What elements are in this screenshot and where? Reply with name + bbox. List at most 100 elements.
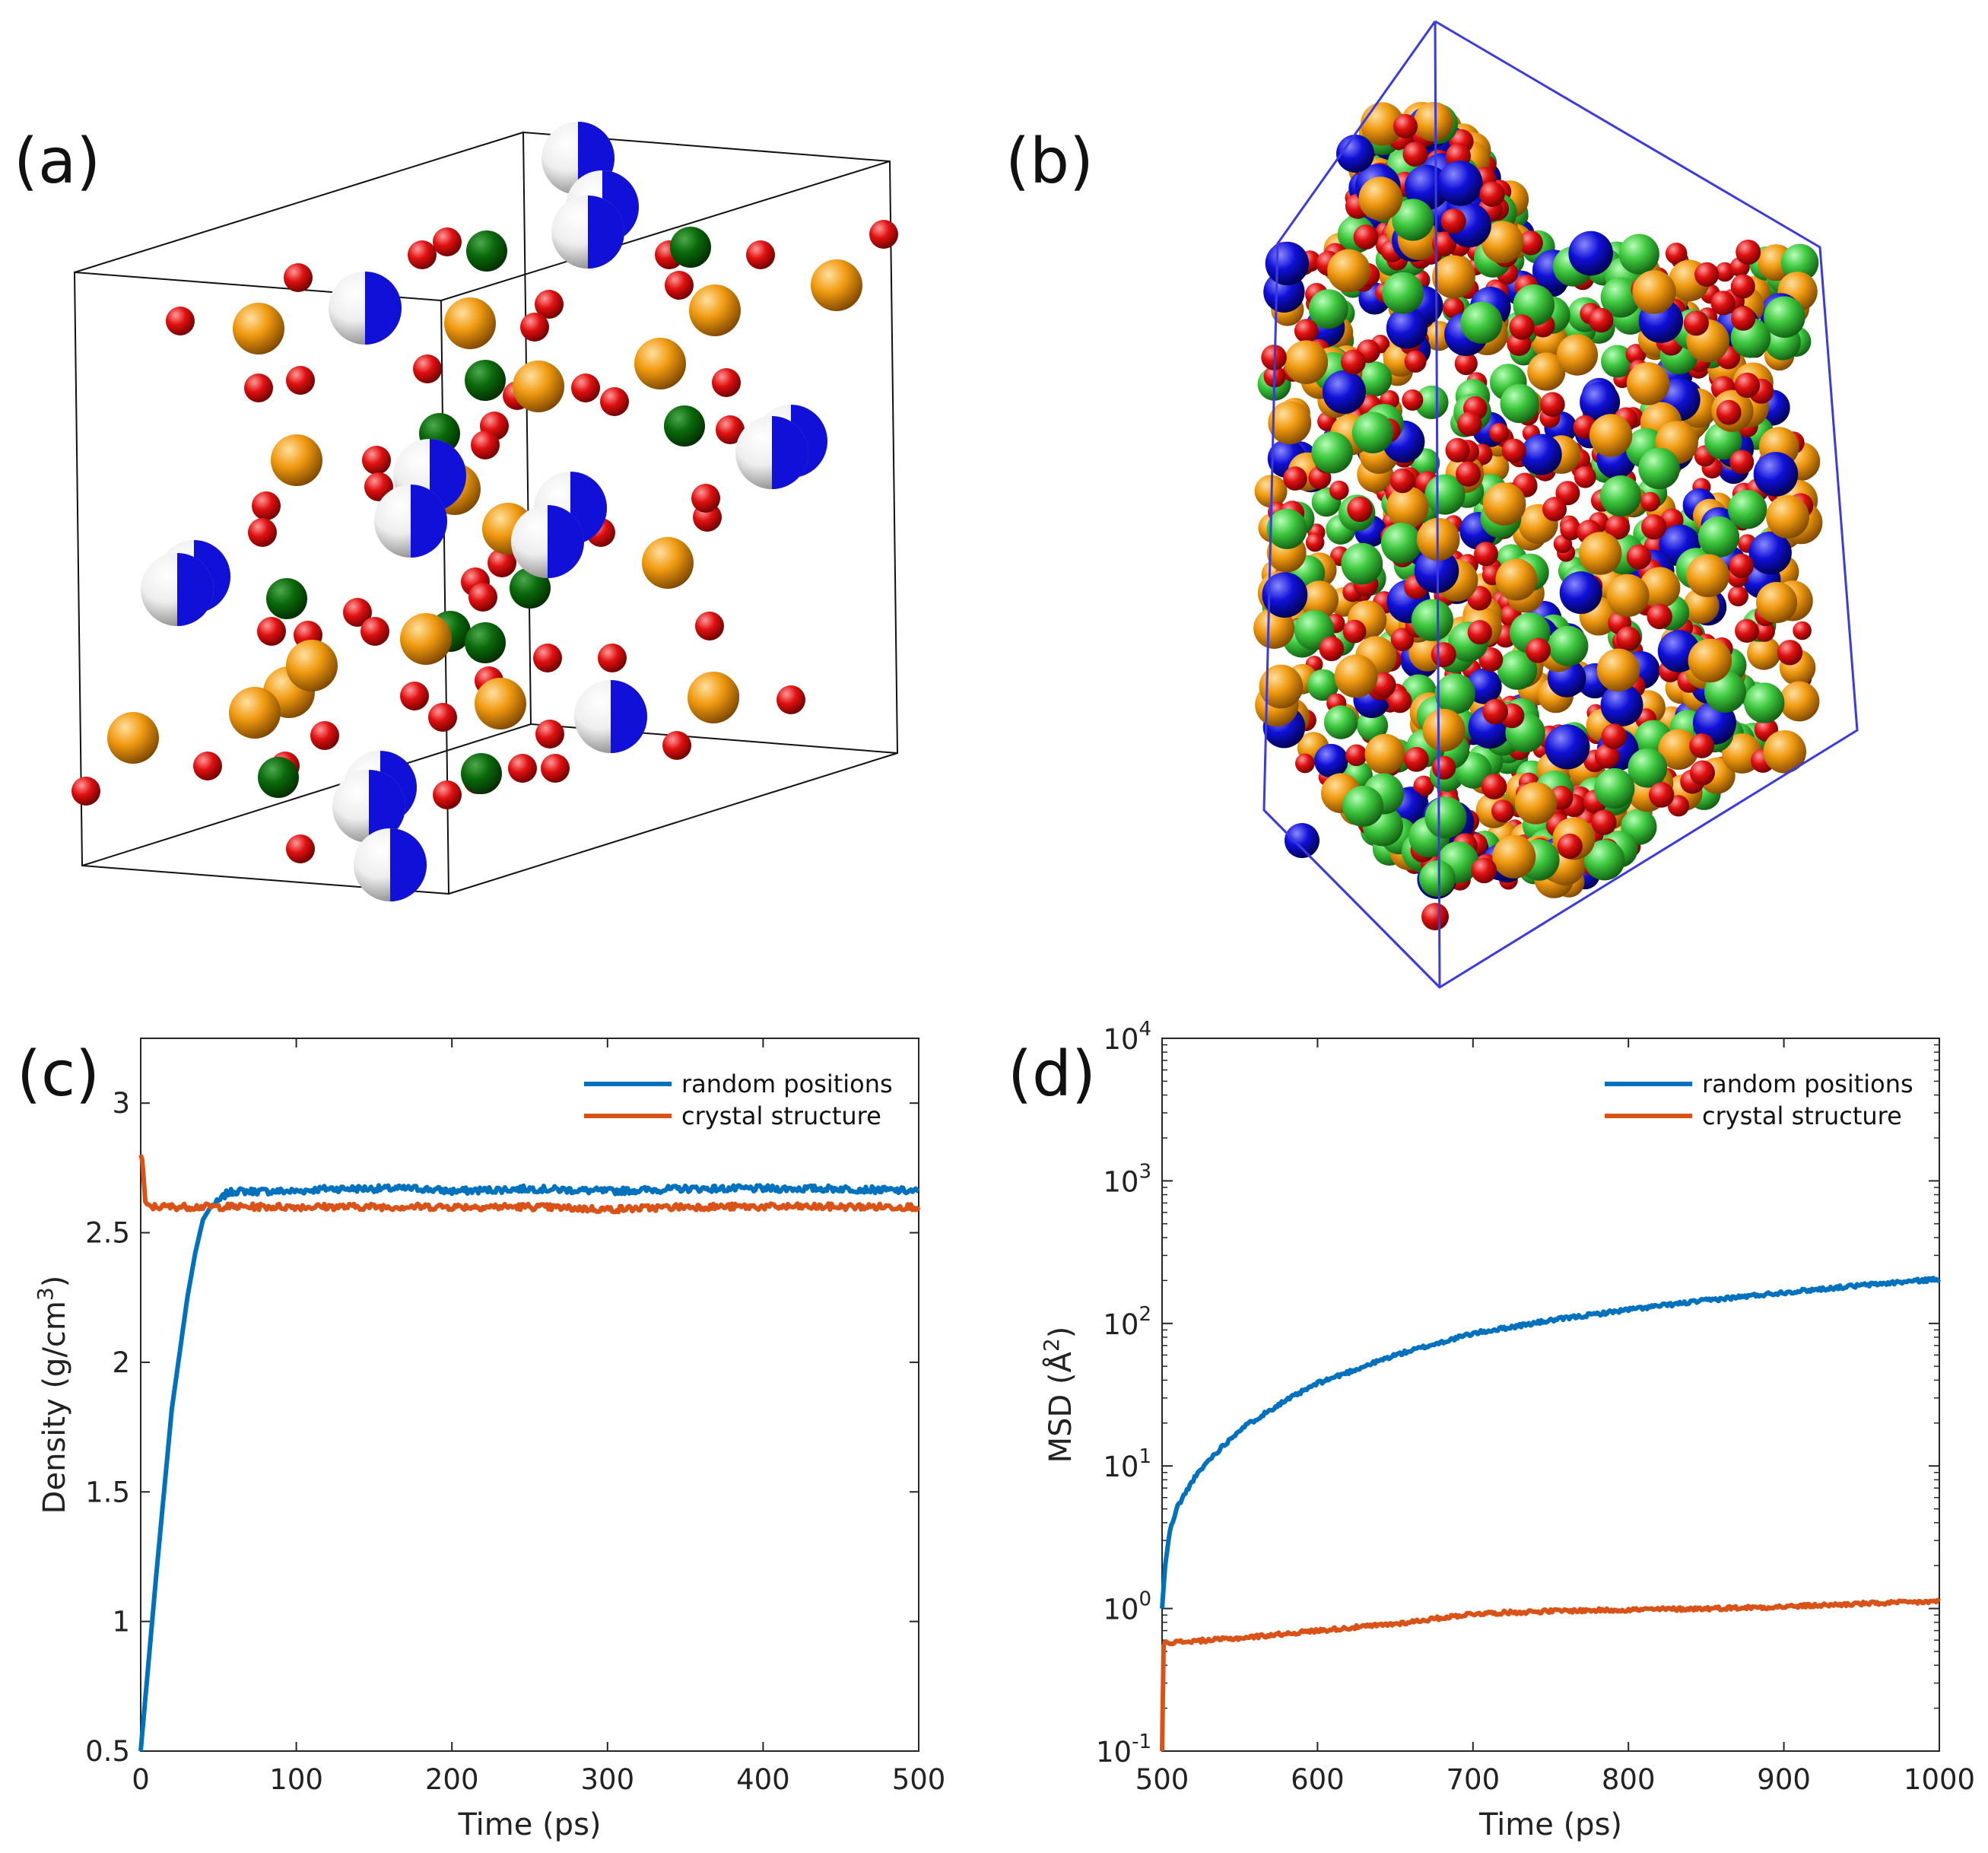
y-axis-label: MSD (Å2) [1039, 1327, 1078, 1464]
atom-red [1555, 481, 1580, 506]
atom-red [1467, 620, 1492, 645]
atom-orange [1686, 554, 1730, 597]
atom-red [487, 548, 516, 577]
x-tick-label: 900 [1757, 1763, 1811, 1796]
atom-red [535, 290, 564, 319]
atom-red [1683, 310, 1709, 336]
atom-red [1456, 461, 1481, 487]
atom-orange [1639, 567, 1681, 609]
atom-red [1616, 626, 1641, 651]
atom-red [1540, 392, 1565, 417]
atom-red [1479, 181, 1505, 207]
atom-green [1618, 234, 1659, 275]
plot-area-frame [1161, 1038, 1940, 1752]
atom-green [1584, 840, 1625, 881]
x-axis-label: Time (ps) [1478, 1807, 1622, 1842]
atom-blue [1314, 743, 1348, 778]
atom-red [1710, 291, 1736, 316]
atom-red [1432, 755, 1456, 780]
y-axis-label: Density (g/cm3) [33, 1276, 72, 1515]
atom-red [1421, 903, 1449, 930]
atom-red [869, 220, 898, 249]
atom-red [535, 720, 564, 749]
atom-green [1351, 412, 1394, 453]
atom-orange [229, 687, 281, 739]
x-tick-label: 500 [892, 1763, 946, 1796]
atom-green [1460, 301, 1503, 344]
atom-orange [271, 434, 322, 486]
atom-orange [1334, 654, 1378, 698]
atom-orange [1626, 362, 1670, 405]
atom-orange [400, 613, 452, 665]
atom-red [1690, 760, 1715, 786]
x-tick-label: 200 [425, 1763, 479, 1796]
atom-red [1347, 496, 1373, 523]
atom-white-blue [551, 195, 624, 269]
x-tick-label: 100 [269, 1763, 323, 1796]
atom-orange [1432, 255, 1475, 299]
atom-red [1294, 319, 1319, 343]
atom-green [1424, 796, 1467, 839]
atom-red [1454, 351, 1478, 376]
atom-orange [811, 259, 862, 311]
atom-red [1729, 553, 1754, 579]
series-line-crystal-structure [138, 1154, 921, 1215]
atom-red [1731, 306, 1756, 331]
panel-b-render [1253, 20, 1859, 989]
atom-green [1601, 345, 1634, 378]
atom-orange [1386, 486, 1429, 529]
atom-green [1392, 199, 1434, 241]
atom-green [461, 753, 502, 794]
atom-white-blue [329, 272, 402, 345]
atom-red [1728, 586, 1748, 607]
atom-green [1342, 785, 1384, 827]
atom-red [541, 754, 570, 783]
atom-red [343, 598, 372, 627]
atom-red [1754, 621, 1775, 642]
y-tick-label: 102 [1103, 1303, 1151, 1341]
atom-blue [1753, 452, 1799, 497]
atom-green [1266, 508, 1307, 549]
x-tick-label: 700 [1446, 1763, 1500, 1796]
atom-green [1744, 682, 1785, 723]
atom-orange [444, 297, 496, 349]
atom-green [1548, 625, 1589, 666]
atom-red [248, 518, 277, 547]
atom-orange [1414, 102, 1453, 141]
atom-green [664, 405, 705, 447]
atom-orange [1284, 340, 1329, 385]
atom-red [716, 415, 745, 444]
atom-red [600, 387, 629, 416]
atom-red [1402, 141, 1428, 167]
atom-orange [1527, 352, 1566, 391]
atom-orange [688, 672, 739, 723]
atom-white-blue [374, 485, 447, 558]
atom-red [428, 703, 457, 732]
atom-red [1665, 243, 1688, 265]
atom-green [1307, 669, 1339, 701]
atom-red [1736, 240, 1761, 265]
atom-orange [1327, 249, 1370, 293]
series-line-crystal-structure [1160, 1597, 1942, 1752]
atom-blue [1748, 531, 1792, 575]
y-tick-label: 0.5 [85, 1735, 130, 1768]
atom-red [1481, 774, 1507, 799]
x-tick-label: 400 [736, 1763, 790, 1796]
atom-red [286, 834, 315, 863]
atom-orange [1364, 733, 1405, 775]
atom-red [1649, 782, 1675, 808]
atom-red [746, 240, 775, 269]
legend-entry: random positions [1702, 1070, 1913, 1098]
atom-red [1626, 544, 1652, 570]
atom-orange [642, 537, 694, 589]
panel-label-b: (b) [1005, 126, 1094, 198]
atom-orange [1259, 664, 1304, 709]
atom-blue [1520, 434, 1562, 475]
atom-orange [1756, 582, 1798, 624]
atom-orange [1422, 708, 1466, 752]
x-tick-label: 300 [580, 1763, 634, 1796]
atom-green [266, 578, 307, 619]
atom-red [1342, 619, 1367, 644]
atom-red [533, 644, 562, 672]
atom-orange [1495, 558, 1538, 601]
